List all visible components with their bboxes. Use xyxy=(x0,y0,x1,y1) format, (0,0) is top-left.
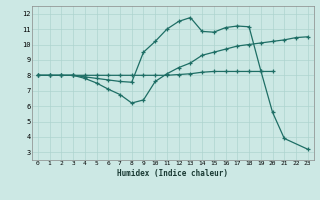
X-axis label: Humidex (Indice chaleur): Humidex (Indice chaleur) xyxy=(117,169,228,178)
